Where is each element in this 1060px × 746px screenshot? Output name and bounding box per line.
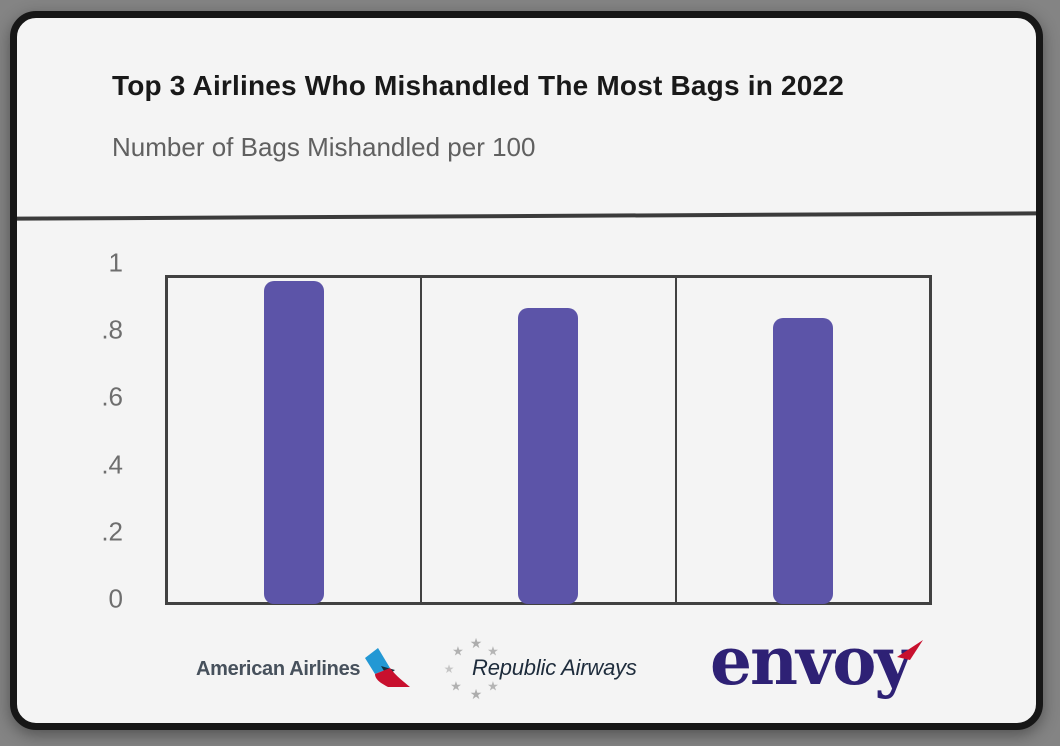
logo-american-airlines: American Airlines bbox=[196, 644, 412, 694]
plot-section-envoy-air bbox=[674, 278, 929, 604]
republic-star-icon: ★ bbox=[450, 678, 462, 694]
republic-star-icon: ★ bbox=[469, 686, 483, 702]
card-inner: Top 3 Airlines Who Mishandled The Most B… bbox=[17, 18, 1036, 723]
american-airlines-wordmark: American Airlines bbox=[196, 657, 361, 680]
republic-star-icon: ★ bbox=[443, 662, 455, 676]
plot-area bbox=[165, 275, 932, 605]
republic-star-icon: ★ bbox=[487, 678, 499, 694]
y-tick-label-1: 1 bbox=[108, 247, 123, 278]
envoy-wordmark: envoy bbox=[710, 622, 913, 700]
y-tick-label-2: .2 bbox=[101, 516, 123, 547]
y-tick-label-6: .6 bbox=[101, 381, 123, 412]
republic-star-icon: ★ bbox=[487, 643, 499, 659]
chart-subtitle: Number of Bags Mishandled per 100 bbox=[112, 132, 536, 162]
bar-american-airlines bbox=[264, 281, 325, 604]
envoy-accent-icon bbox=[897, 640, 923, 660]
y-tick-label-0: 0 bbox=[108, 583, 123, 614]
republic-star-icon: ★ bbox=[452, 643, 464, 659]
y-tick-label-4: .4 bbox=[101, 449, 123, 480]
header-divider-line bbox=[17, 211, 1036, 221]
american-airlines-flight-symbol-icon bbox=[365, 648, 411, 687]
bar-envoy-air bbox=[772, 318, 833, 604]
republic-airways-wordmark: Republic Airways bbox=[472, 655, 637, 680]
y-tick-label-8: .8 bbox=[101, 314, 123, 345]
republic-star-icon: ★ bbox=[469, 635, 483, 651]
plot-section-republic-airways bbox=[420, 278, 674, 604]
chart-title: Top 3 Airlines Who Mishandled The Most B… bbox=[112, 70, 845, 101]
plot-section-american-airlines bbox=[168, 278, 420, 604]
logo-envoy: envoy bbox=[710, 622, 913, 700]
bar-republic-airways bbox=[518, 308, 579, 604]
chart-card: Top 3 Airlines Who Mishandled The Most B… bbox=[10, 11, 1043, 730]
